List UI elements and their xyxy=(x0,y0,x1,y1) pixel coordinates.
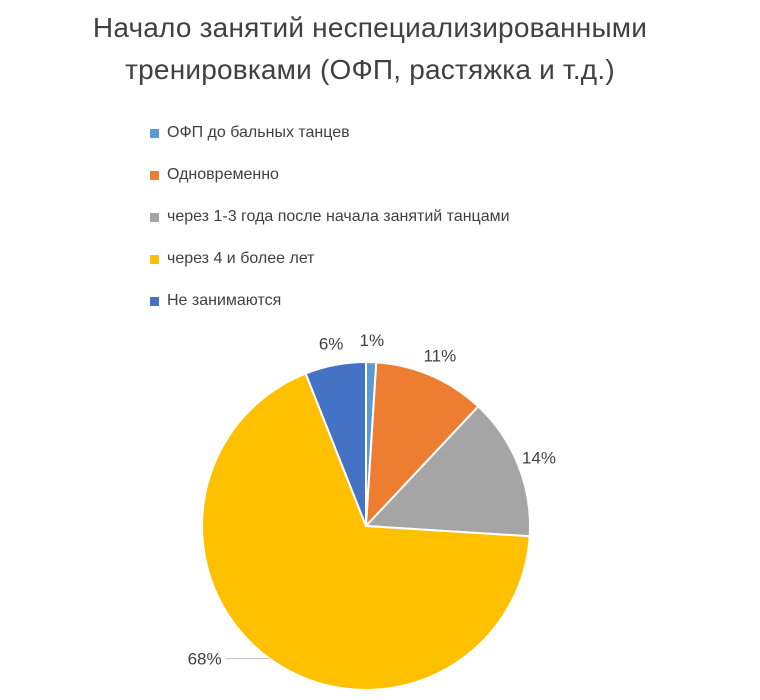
data-label-ofp-before: 1% xyxy=(360,331,385,350)
legend-swatch xyxy=(150,254,159,264)
legend-item-1-3-years: через 1-3 года после начала занятий танц… xyxy=(150,196,510,238)
data-label-1-3-years: 14% xyxy=(522,449,556,468)
chart-legend: ОФП до бальных танцев Одновременно через… xyxy=(150,112,510,322)
data-label-simultaneously: 11% xyxy=(423,346,456,365)
chart-title-line-2: тренировками (ОФП, растяжка и т.д.) xyxy=(125,54,615,85)
legend-swatch xyxy=(150,170,159,180)
data-label-not-training: 6% xyxy=(319,334,344,353)
data-label-4-plus-years: 68% xyxy=(188,650,222,669)
legend-label: ОФП до бальных танцев xyxy=(167,124,350,141)
slice-not-training xyxy=(304,360,367,527)
slice-1-3-years xyxy=(363,405,531,538)
legend-label: Не занимаются xyxy=(167,292,282,309)
legend-label: через 4 и более лет xyxy=(167,250,315,267)
legend-swatch xyxy=(150,212,159,222)
slice-simultaneously xyxy=(364,361,480,529)
legend-swatch xyxy=(150,128,159,138)
legend-label: Одновременно xyxy=(167,166,279,183)
legend-item-4-plus-years: через 4 и более лет xyxy=(150,238,510,280)
legend-swatch xyxy=(150,296,159,306)
chart-title-line-1: Начало занятий неспециализированными xyxy=(92,12,648,43)
legend-label: через 1-3 года после начала занятий танц… xyxy=(167,208,510,225)
legend-item-ofp-before: ОФП до бальных танцев xyxy=(150,112,510,154)
legend-item-not-training: Не занимаются xyxy=(150,280,510,322)
legend-item-simultaneously: Одновременно xyxy=(150,154,510,196)
